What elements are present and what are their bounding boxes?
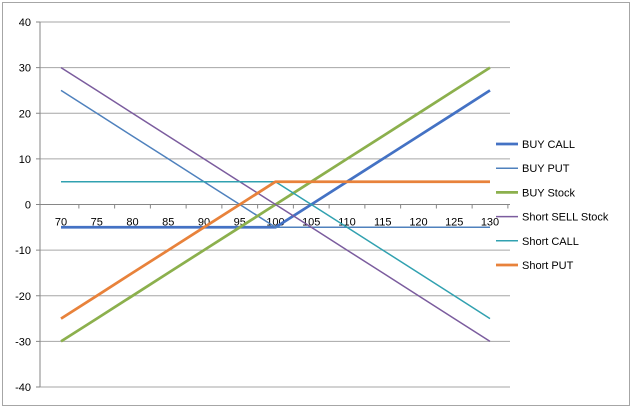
legend-label: Short CALL <box>522 236 579 248</box>
x-tick-label: 70 <box>55 217 67 229</box>
y-tick-label: 30 <box>19 63 31 75</box>
legend-entry-short-put: Short PUT <box>496 260 574 272</box>
x-tick-label: 85 <box>162 217 174 229</box>
y-tick-label: -40 <box>15 382 31 394</box>
series-line-short-sell-stock <box>60 66 491 343</box>
legend: BUY CALL BUY PUT BUY Stock Short SELL Stock… <box>496 139 609 272</box>
x-tick-label: 75 <box>91 217 103 229</box>
series-line-buy-put <box>60 89 490 229</box>
y-tick-label: 40 <box>19 17 31 29</box>
series-line-short-put <box>60 180 490 320</box>
series-lines <box>60 66 491 343</box>
y-tick-label: -10 <box>15 245 31 257</box>
x-tick-label: 115 <box>374 217 392 229</box>
legend-label: BUY PUT <box>522 163 570 175</box>
legend-label: Short PUT <box>522 260 574 272</box>
x-tick-label: 120 <box>409 217 427 229</box>
x-tick-label: 105 <box>302 217 320 229</box>
x-tick-labels: 70 75 80 85 90 95 100 105 110 115 120 125 130 <box>55 217 499 229</box>
legend-entry-buy-put: BUY PUT <box>496 163 570 175</box>
y-tick-label: 10 <box>19 154 31 166</box>
x-tick-label: 125 <box>445 217 463 229</box>
x-tick-label: 130 <box>481 217 499 229</box>
legend-label: BUY Stock <box>522 187 575 199</box>
y-tick-label: -30 <box>15 336 31 348</box>
legend-entry-short-call: Short CALL <box>496 236 579 248</box>
legend-entry-buy-call: BUY CALL <box>496 139 575 151</box>
y-tick-labels: 40 30 20 10 0 -10 -20 -30 -40 <box>15 17 31 394</box>
y-tick-label: -20 <box>15 291 31 303</box>
x-tick-label: 110 <box>338 217 356 229</box>
legend-entry-buy-stock: BUY Stock <box>496 187 575 199</box>
y-tick-label: 20 <box>19 108 31 120</box>
x-tick-label: 80 <box>126 217 138 229</box>
y-tick-label: 0 <box>25 200 31 212</box>
legend-label: Short SELL Stock <box>522 212 609 224</box>
gridlines <box>40 21 510 388</box>
legend-label: BUY CALL <box>522 139 575 151</box>
legend-entry-short-sell-stock: Short SELL Stock <box>496 212 609 224</box>
